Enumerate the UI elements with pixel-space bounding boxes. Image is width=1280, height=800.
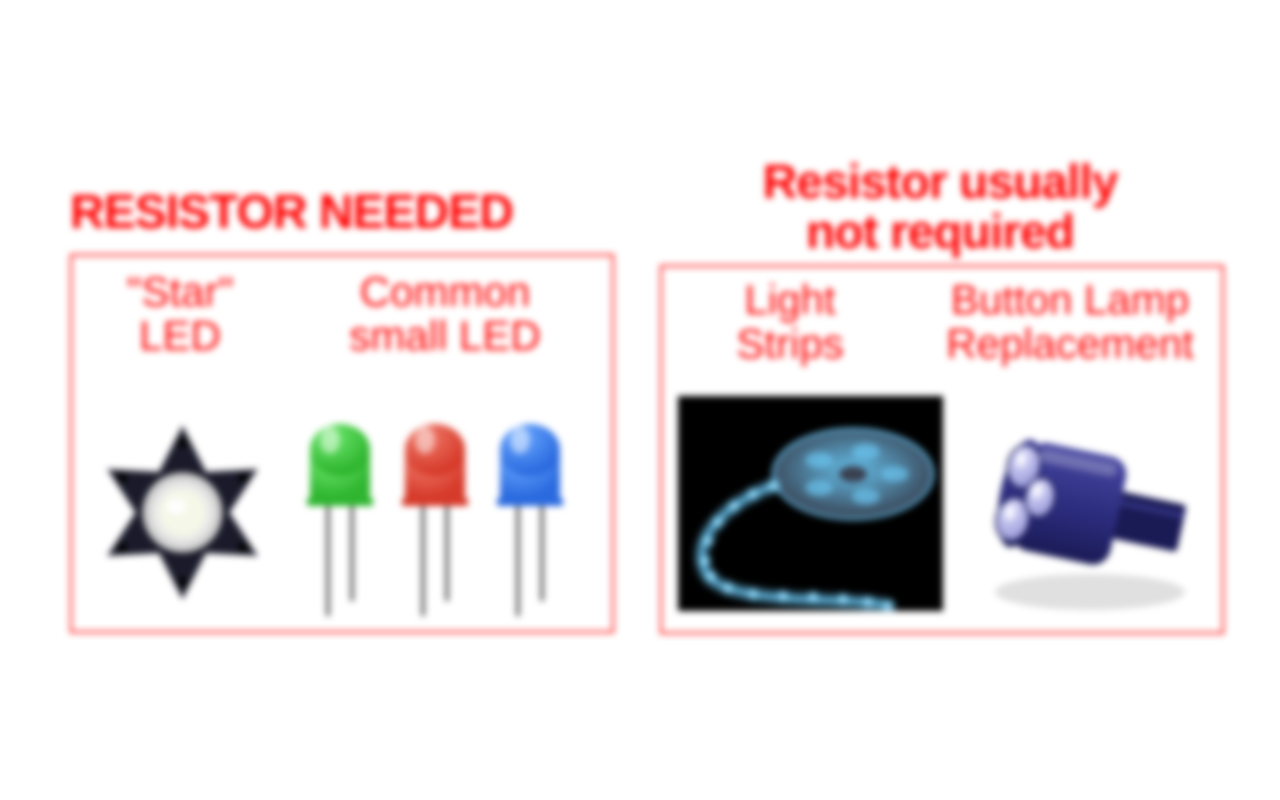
button-lamp-label-l1: Button Lamp <box>951 276 1189 323</box>
small-led-label-l2: small LED <box>349 312 540 359</box>
button-lamp-label-l2: Replacement <box>946 320 1193 367</box>
star-led-label-l2: LED <box>139 312 221 359</box>
star-led-label: "Star" LED <box>80 270 280 358</box>
right-heading-l2: not required <box>806 206 1074 259</box>
left-heading: RESISTOR NEEDED <box>70 188 610 238</box>
small-leds-graphic <box>300 420 600 620</box>
light-strips-label-l2: Strips <box>736 320 843 367</box>
light-strip-graphic <box>678 396 943 611</box>
star-led-label-l1: "Star" <box>127 268 234 315</box>
canvas: RESISTOR NEEDED "Star" LED Common small … <box>0 0 1280 800</box>
light-strips-label-l1: Light <box>744 276 835 323</box>
button-lamp-label: Button Lamp Replacement <box>920 278 1220 366</box>
small-led-label: Common small LED <box>300 270 590 358</box>
light-strips-label: Light Strips <box>670 278 910 366</box>
small-led-label-l1: Common <box>360 268 530 315</box>
right-heading: Resistor usually not required <box>660 158 1220 259</box>
star-led-graphic <box>95 425 270 600</box>
right-heading-l1: Resistor usually <box>763 156 1118 209</box>
button-lamp-graphic <box>960 392 1210 617</box>
